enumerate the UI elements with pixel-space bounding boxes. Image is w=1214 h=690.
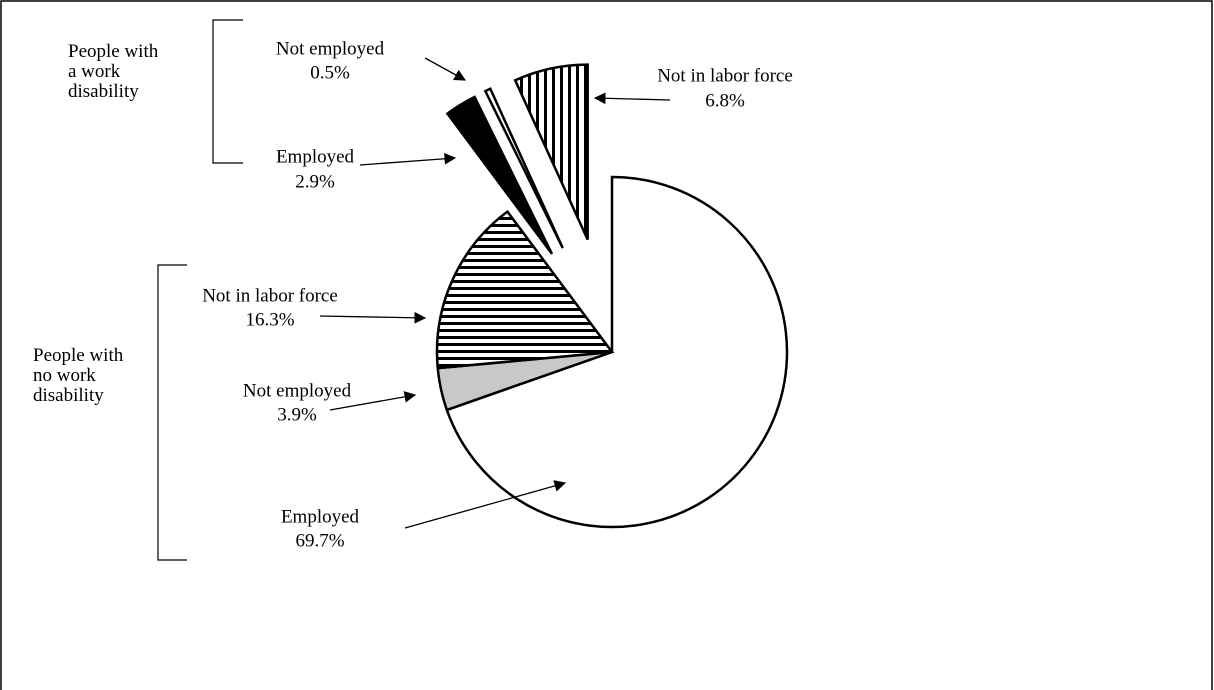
- value-label: 16.3%: [245, 309, 294, 330]
- slice-label: Not employed: [276, 38, 385, 59]
- label-arrow: [319, 311, 427, 324]
- label-arrow: [329, 391, 417, 411]
- slice-label: Employed: [276, 146, 355, 167]
- pie-slice: [513, 63, 589, 241]
- slice-label: Not employed: [243, 380, 352, 401]
- value-label: 3.9%: [277, 404, 317, 425]
- group-bracket: [212, 19, 243, 164]
- value-label: 2.9%: [295, 171, 335, 192]
- group-bracket: [157, 264, 187, 561]
- label-arrow: [593, 92, 671, 105]
- slice-label: Not in labor force: [202, 285, 338, 306]
- value-label: 6.8%: [705, 90, 745, 111]
- value-label: 69.7%: [295, 530, 344, 551]
- slice-label: Not in labor force: [657, 65, 793, 86]
- label-arrow: [424, 57, 467, 81]
- label-arrow: [359, 152, 457, 166]
- label-arrow: [404, 480, 567, 529]
- pie-slice: [435, 209, 615, 370]
- slice-label: Employed: [281, 506, 360, 527]
- pie-slice: [483, 87, 564, 249]
- value-label: 0.5%: [310, 62, 350, 83]
- group-label: People with a work disability: [68, 41, 159, 102]
- pie-slice: [445, 95, 554, 255]
- group-label: People with no work disability: [33, 345, 124, 406]
